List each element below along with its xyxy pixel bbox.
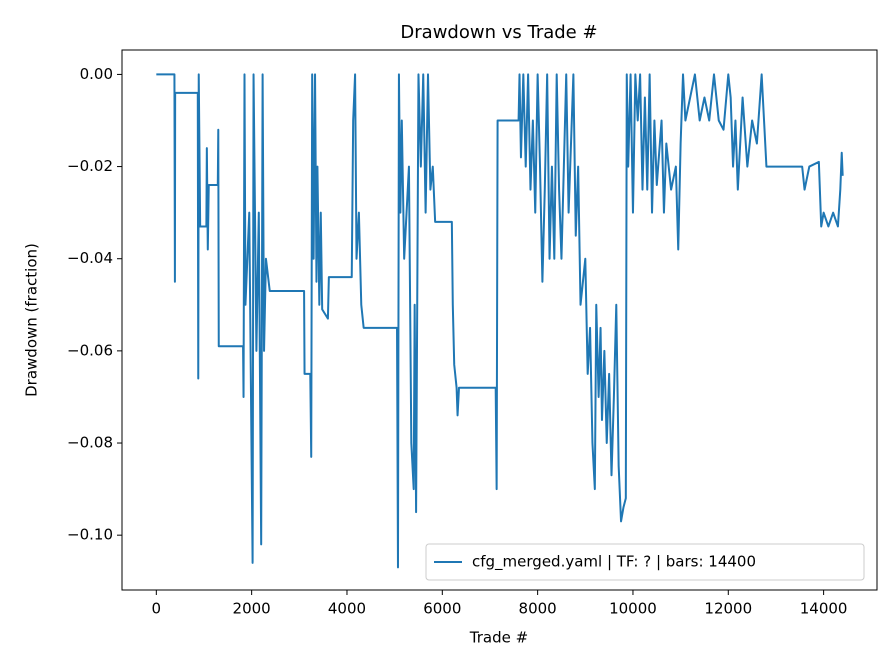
y-tick-label: −0.04: [67, 249, 113, 267]
x-tick-label: 12000: [704, 600, 752, 618]
y-tick-label: −0.08: [67, 434, 113, 452]
legend-box: [425, 543, 865, 581]
y-tick-label: −0.06: [67, 341, 113, 359]
y-tick-label: −0.02: [67, 157, 113, 175]
x-tick-label: 8000: [519, 600, 557, 618]
plot-frame: [121, 49, 878, 591]
x-tick-label: 6000: [423, 600, 461, 618]
x-axis-label: Trade #: [469, 629, 528, 647]
x-tick-label: 2000: [233, 600, 271, 618]
y-tick-label: −0.10: [67, 526, 113, 544]
y-tick-label: 0.00: [80, 65, 113, 83]
x-tick-label: 14000: [800, 600, 848, 618]
line: [156, 73, 844, 569]
chart-title: Drawdown vs Trade #: [400, 22, 597, 43]
x-tick-label: 10000: [609, 600, 657, 618]
x-tick-label: 0: [152, 600, 162, 618]
legend-label: cfg_merged.yaml | TF: ? | bars: 14400: [472, 553, 756, 572]
y-axis-label: Drawdown (fraction): [23, 243, 41, 397]
x-tick-label: 4000: [328, 600, 366, 618]
